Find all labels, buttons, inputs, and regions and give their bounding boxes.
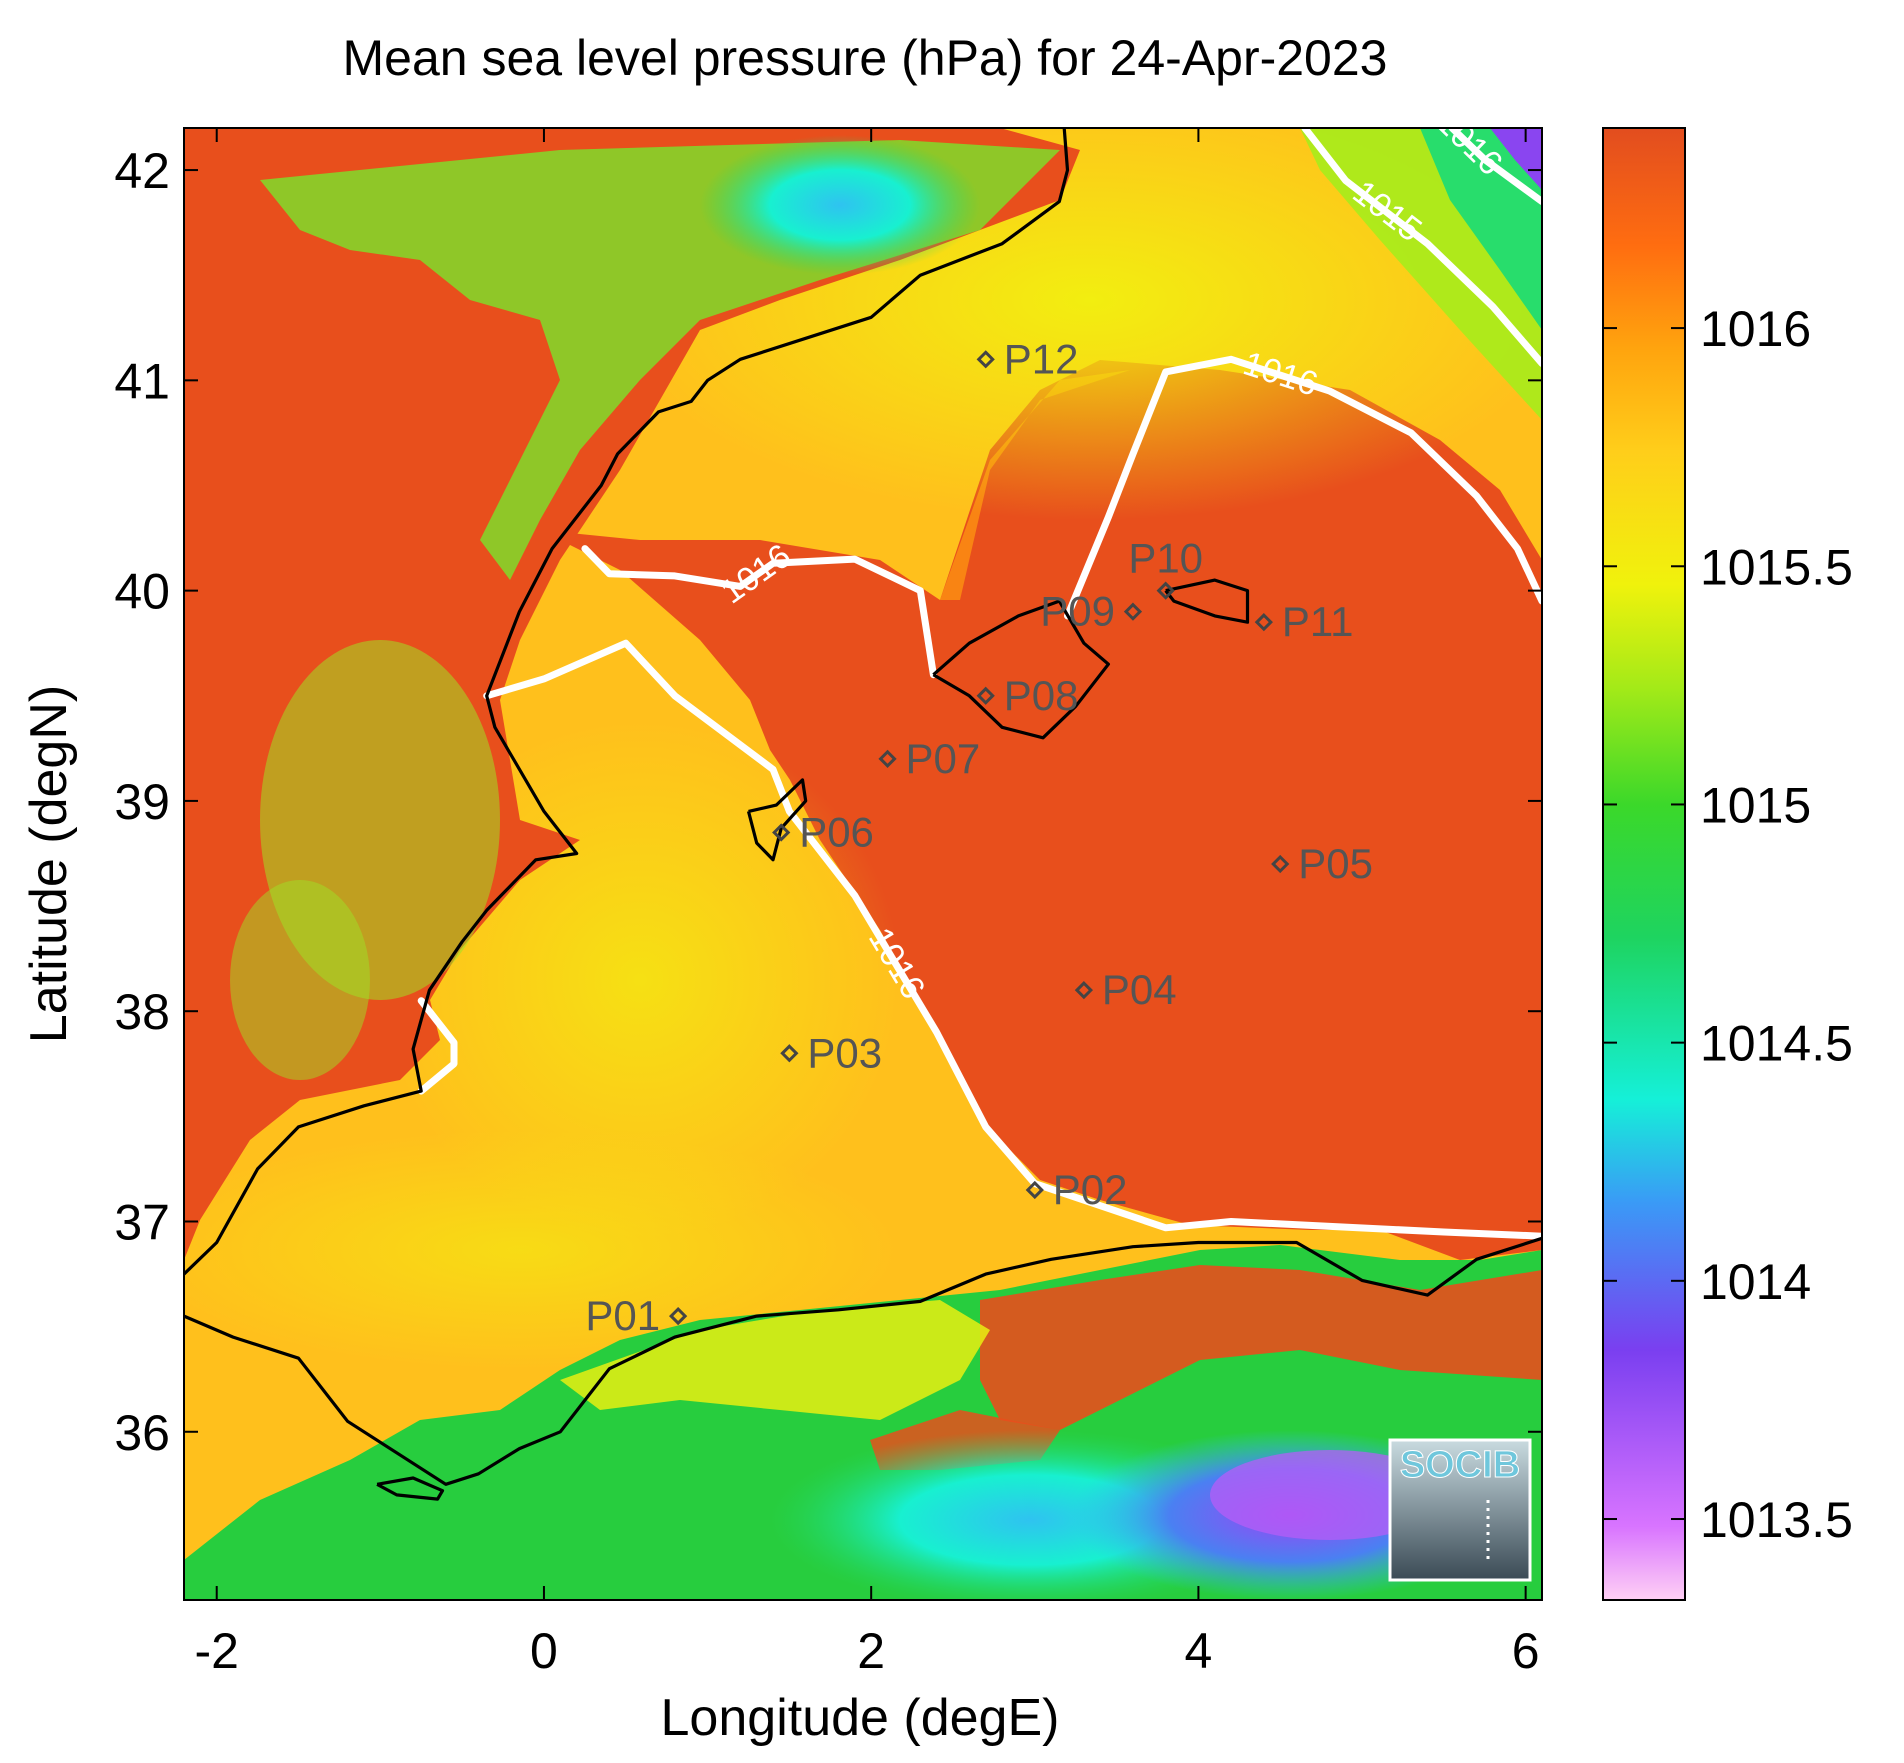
y-axis: 36 37 38 39 40 41 42	[114, 143, 1542, 1461]
socib-logo: SOCIB	[1388, 1438, 1532, 1582]
field-ne-purple	[1490, 128, 1542, 190]
station-label: P08	[1004, 672, 1079, 719]
plot-frame	[183, 127, 1543, 1601]
field-yellow-south	[184, 1130, 900, 1370]
y-tick-label: 41	[114, 353, 170, 409]
station-marker	[878, 749, 897, 768]
colorbar-tick-label: 1014.5	[1700, 1016, 1853, 1072]
y-tick-label: 42	[114, 143, 170, 199]
station-marker	[780, 1044, 799, 1063]
x-tick-label: 0	[530, 1623, 558, 1679]
field-iberia-greens-3	[230, 880, 370, 1080]
colorbar-tick-label: 1015	[1700, 777, 1811, 833]
station-label: P02	[1053, 1166, 1128, 1213]
station-label: P10	[1128, 535, 1203, 582]
coastline	[746, 778, 808, 862]
field-africa-yellow	[560, 1300, 990, 1420]
station-marker	[1025, 1180, 1044, 1200]
field-africa-red	[980, 1265, 1542, 1430]
station-label: P05	[1298, 840, 1373, 887]
x-axis-label: Longitude (degE)	[661, 1689, 1060, 1747]
x-tick-label: 4	[1185, 1623, 1213, 1679]
chart-title: Mean sea level pressure (hPa) for 24-Apr…	[343, 30, 1388, 86]
coastline	[932, 599, 1110, 740]
coastline	[184, 128, 1070, 1276]
station-marker	[772, 823, 791, 842]
station-marker	[668, 1306, 688, 1326]
station-marker	[1074, 981, 1094, 1000]
colorbar-ticks: 1013.5 1014 1014.5 1015 1015.5 1016	[1603, 301, 1853, 1548]
station-label: P11	[1282, 598, 1354, 645]
y-tick-label: 37	[114, 1194, 170, 1250]
x-axis: -2 0 2 4 6	[194, 128, 1540, 1679]
contour-line-1016	[483, 639, 1542, 1240]
station-marker	[1123, 602, 1143, 621]
station-marker	[976, 350, 995, 369]
colorbar-tick-label: 1016	[1700, 301, 1811, 357]
contour-line-1016	[581, 545, 937, 679]
station-label: P01	[585, 1292, 660, 1339]
y-tick-label: 40	[114, 564, 170, 620]
station-marker	[1156, 581, 1175, 600]
y-tick-label: 36	[114, 1405, 170, 1461]
y-tick-label: 38	[114, 984, 170, 1040]
logo-frame	[1388, 1438, 1532, 1582]
field-ebro-cyan	[700, 135, 980, 275]
y-axis-label: Latitude (degN)	[20, 685, 78, 1043]
station-marker	[1271, 854, 1290, 874]
field-high-core	[540, 360, 1542, 1260]
coastline	[184, 1236, 1542, 1486]
station-marker	[1254, 613, 1273, 632]
station-label: P07	[906, 735, 981, 782]
colorbar-tick-label: 1015.5	[1700, 539, 1853, 595]
colorbar	[1602, 127, 1686, 1601]
pressure-field	[184, 128, 1542, 1600]
x-tick-label: 6	[1512, 1623, 1540, 1679]
y-tick-label: 39	[114, 774, 170, 830]
coastlines	[184, 128, 1542, 1501]
contour-line-1016	[417, 997, 458, 1095]
station-label: P12	[1004, 335, 1079, 382]
coastline	[1164, 578, 1250, 624]
station-marker	[976, 686, 995, 705]
coastline	[376, 1476, 445, 1501]
station-label: P09	[1040, 588, 1115, 635]
colorbar-tick-label: 1014	[1700, 1254, 1811, 1310]
station-label: P03	[807, 1029, 882, 1076]
contour-line-1016	[1064, 355, 1542, 620]
colorbar-tick-label: 1013.5	[1700, 1492, 1853, 1548]
contour-line-1015	[1301, 128, 1542, 367]
station-label: P06	[799, 808, 874, 855]
station-label: P04	[1102, 966, 1177, 1013]
logo-text: SOCIB	[1400, 1444, 1520, 1486]
x-tick-label: 2	[857, 1623, 885, 1679]
x-tick-label: -2	[194, 1623, 238, 1679]
stations: P01 P02 P03 P04 P05 P06 P07 P08 P09 P10 P11 P12	[585, 335, 1373, 1339]
contour-line-1016	[1448, 128, 1542, 206]
field-orange-ring	[940, 370, 1130, 600]
